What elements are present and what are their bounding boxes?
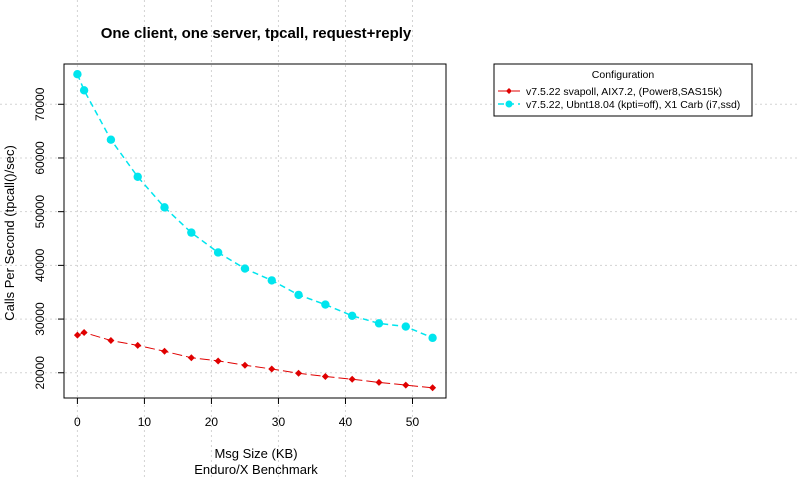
y-tick-label: 60000 — [33, 141, 47, 175]
y-tick-label: 50000 — [33, 195, 47, 229]
data-point-series-1 — [107, 337, 115, 345]
data-point-series-2 — [374, 319, 384, 328]
data-point-series-1 — [375, 378, 383, 386]
axis-layer: 0 10 20 30 40 50 20000 30000 40000 50000 60000 7000… — [33, 87, 419, 429]
data-point-series-2 — [347, 311, 357, 321]
data-point-series-2 — [401, 322, 410, 331]
data-point-series-1 — [73, 331, 81, 339]
data-point-series-2 — [106, 135, 116, 144]
legend-title: Configuration — [592, 69, 655, 81]
data-point-series-2 — [73, 70, 82, 79]
data-point-series-2 — [187, 228, 196, 237]
data-point-series-2 — [267, 276, 276, 285]
data-point-series-1 — [161, 347, 169, 355]
data-point-series-2 — [240, 264, 250, 273]
y-axis-title: Calls Per Second (tpcall()/sec) — [2, 145, 17, 321]
data-point-series-2 — [213, 248, 223, 257]
y-tick-label: 70000 — [33, 87, 47, 121]
data-point-series-1 — [134, 341, 142, 349]
y-tick-label: 20000 — [33, 356, 47, 390]
data-point-series-1 — [268, 365, 276, 373]
legend-label-series-2: v7.5.22, Ubnt18.04 (kpti=off), X1 Carb (… — [526, 99, 740, 111]
data-point-series-1 — [295, 369, 303, 377]
legend: Configuration v7.5.22 svapoll, AIX7.2, (… — [493, 63, 753, 117]
data-point-series-2 — [428, 333, 437, 343]
x-tick-label: 30 — [272, 415, 286, 429]
legend-marker-series-2 — [505, 100, 513, 108]
legend-label-series-1: v7.5.22 svapoll, AIX7.2, (Power8,SAS15k) — [526, 86, 722, 98]
data-point-series-1 — [214, 357, 222, 365]
x-tick-label: 50 — [406, 415, 420, 429]
data-point-series-2 — [133, 172, 142, 181]
data-point-series-2 — [160, 203, 169, 212]
x-tick-label: 20 — [205, 415, 219, 429]
data-point-series-1 — [348, 375, 356, 383]
legend-marker-series-1 — [506, 88, 512, 94]
data-point-series-1 — [187, 354, 195, 362]
x-tick-label: 40 — [339, 415, 353, 429]
x-tick-label: 0 — [74, 415, 81, 429]
data-point-series-1 — [402, 381, 410, 389]
x-axis-title: Msg Size (KB) — [214, 446, 297, 461]
chart-title: One client, one server, tpcall, request+… — [101, 25, 412, 42]
data-point-series-1 — [241, 361, 249, 369]
plot-frame — [63, 63, 447, 399]
x-tick-label: 10 — [138, 415, 152, 429]
data-point-series-2 — [321, 300, 330, 309]
y-tick-label: 30000 — [33, 302, 47, 336]
data-point-series-1 — [321, 373, 329, 381]
data-point-series-2 — [79, 86, 89, 95]
series-layer — [73, 70, 437, 392]
x-axis-subtitle: Enduro/X Benchmark — [194, 462, 318, 477]
data-point-series-1 — [429, 384, 437, 392]
series-line-2 — [76, 73, 433, 339]
data-point-series-2 — [294, 290, 303, 300]
legend-box — [493, 63, 753, 117]
y-tick-label: 40000 — [33, 248, 47, 282]
data-point-series-1 — [80, 328, 88, 336]
